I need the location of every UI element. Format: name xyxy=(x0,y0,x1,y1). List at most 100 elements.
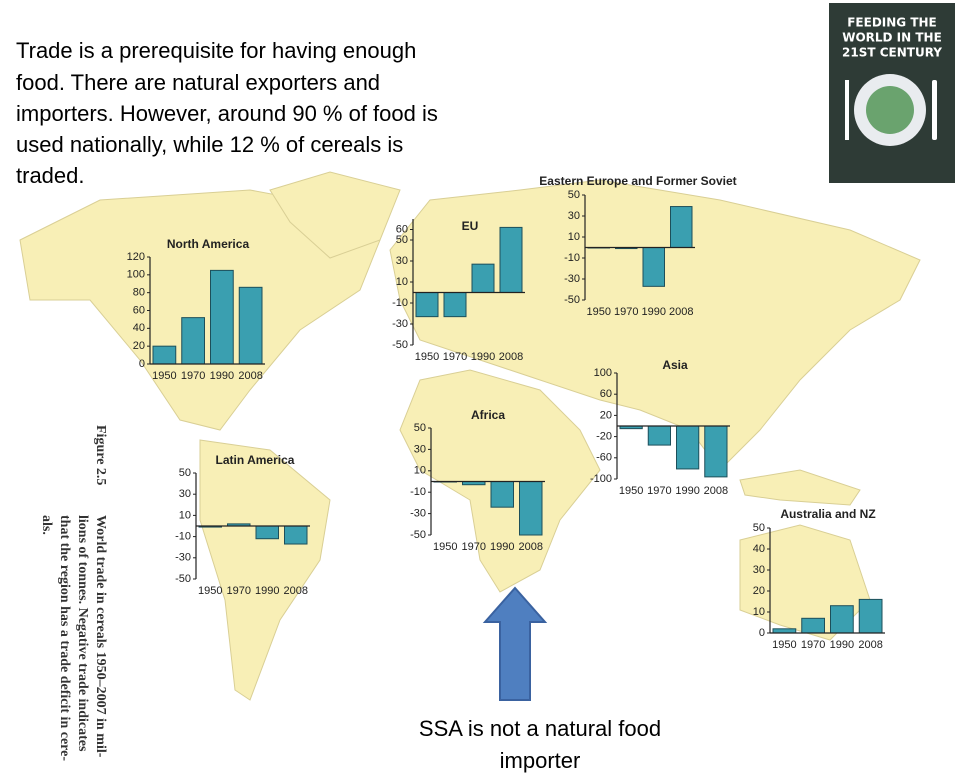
bar xyxy=(238,286,263,365)
slide-text-line: Trade is a prerequisite for having enoug… xyxy=(16,38,416,63)
y-tick-label: 30 xyxy=(753,564,765,576)
y-tick-label: 20 xyxy=(753,585,765,597)
y-tick-label: -50 xyxy=(392,339,408,351)
y-tick-label: 50 xyxy=(414,422,426,434)
bar xyxy=(858,598,883,634)
caption-line: that the region has a trade deficit in c… xyxy=(57,515,72,761)
y-tick-label: 50 xyxy=(396,234,408,246)
bar-chart: North America 0 20 40 60 80 100 120 1950 1970 1990… xyxy=(127,237,265,382)
y-tick-label: 100 xyxy=(594,367,612,379)
x-tick-label: 1970 xyxy=(227,585,251,597)
y-tick-label: -50 xyxy=(564,294,580,306)
y-tick-label: 10 xyxy=(568,231,580,243)
y-tick-label: -10 xyxy=(410,486,426,498)
y-tick-label: -50 xyxy=(175,573,191,585)
bar-chart: Africa 50 30 10 -10 -30 -50 1950 1970 1990 2008 xyxy=(410,408,545,553)
x-tick-label: 1990 xyxy=(490,541,514,553)
x-tick-label: 1970 xyxy=(614,306,638,318)
y-tick-label: 120 xyxy=(127,251,145,263)
arrow xyxy=(482,586,548,701)
bar xyxy=(830,605,854,634)
x-tick-label: 1990 xyxy=(642,306,666,318)
y-tick-label: -50 xyxy=(410,529,426,541)
bar xyxy=(284,525,308,545)
x-tick-label: 1950 xyxy=(415,351,439,363)
y-tick-label: 40 xyxy=(753,543,765,555)
y-tick-label: -30 xyxy=(564,273,580,285)
cover-fork xyxy=(845,80,849,140)
y-tick-label: 50 xyxy=(568,189,580,201)
slide-text-line: used nationally, while 12 % of cereals i… xyxy=(16,132,403,157)
bar xyxy=(670,206,693,249)
y-tick-label: -10 xyxy=(564,252,580,264)
y-tick-label: 10 xyxy=(753,606,765,618)
map-south-america xyxy=(199,439,331,701)
world-map xyxy=(19,171,921,701)
y-tick-label: 30 xyxy=(414,443,426,455)
y-tick-label: -10 xyxy=(392,297,408,309)
y-tick-label: 60 xyxy=(396,223,408,235)
x-tick-label: 2008 xyxy=(499,351,523,363)
bar xyxy=(210,269,234,365)
x-tick-label: 1970 xyxy=(801,639,825,651)
x-tick-label: 1950 xyxy=(772,639,796,651)
x-tick-label: 2008 xyxy=(858,639,882,651)
bar xyxy=(471,263,495,293)
y-tick-label: 10 xyxy=(414,465,426,477)
bar xyxy=(772,628,797,634)
y-tick-label: 20 xyxy=(133,340,145,352)
chart-title: Asia xyxy=(662,358,688,372)
callout-line: SSA is not a natural food xyxy=(419,716,661,741)
figure-caption: Figure 2.5 World trade in cereals 1950–2… xyxy=(39,425,108,761)
y-tick-label: 10 xyxy=(396,276,408,288)
x-tick-label: 1970 xyxy=(443,351,467,363)
x-tick-label: 1950 xyxy=(198,585,222,597)
bar xyxy=(704,425,728,478)
y-tick-label: 0 xyxy=(759,627,765,639)
x-tick-label: 1990 xyxy=(255,585,279,597)
x-tick-label: 2008 xyxy=(238,370,262,382)
x-tick-label: 1950 xyxy=(587,306,611,318)
caption-line: World trade in cereals 1950–2007 in mil- xyxy=(93,515,108,758)
cover-title-line: FEEDING THE xyxy=(847,16,937,30)
map-greenland xyxy=(269,171,401,259)
y-tick-label: -60 xyxy=(596,452,612,464)
y-tick-label: 60 xyxy=(133,304,145,316)
bar xyxy=(676,425,700,470)
bar-chart: Australia and NZ 0 10 20 30 40 50 1950 1970 1990 2… xyxy=(753,507,885,651)
bar-chart: Asia 100 60 20 -20 -60 -100 1950 1970 1990 2008 xyxy=(590,358,730,497)
bar xyxy=(647,425,671,446)
x-tick-label: 1950 xyxy=(433,541,457,553)
y-tick-label: -30 xyxy=(392,318,408,330)
y-tick-label: 30 xyxy=(396,255,408,267)
bar xyxy=(181,317,205,365)
y-tick-label: 30 xyxy=(179,488,191,500)
caption-line: als. xyxy=(39,515,54,535)
x-tick-label: 2008 xyxy=(669,306,693,318)
book-cover: FEEDING THE WORLD IN THE 21ST CENTURY xyxy=(829,3,955,183)
x-tick-label: 1990 xyxy=(675,485,699,497)
caption-label: Figure 2.5 xyxy=(93,425,108,485)
callout-line: importer xyxy=(500,748,581,773)
chart-title: Latin America xyxy=(216,453,295,467)
map-north-america xyxy=(19,189,381,431)
x-tick-label: 1990 xyxy=(210,370,234,382)
x-tick-label: 2008 xyxy=(519,541,543,553)
x-tick-label: 2008 xyxy=(284,585,308,597)
caption-line: lions of tonnes. Negative trade indicate… xyxy=(75,515,90,752)
bar xyxy=(152,345,177,365)
y-tick-label: -30 xyxy=(175,552,191,564)
y-tick-label: 100 xyxy=(127,269,145,281)
bar xyxy=(415,292,439,318)
x-tick-label: 1950 xyxy=(619,485,643,497)
chart-title: Africa xyxy=(471,408,505,422)
chart-title: Australia and NZ xyxy=(780,507,875,521)
cover-knife xyxy=(932,80,937,140)
y-tick-label: 10 xyxy=(179,509,191,521)
x-tick-label: 1950 xyxy=(152,370,176,382)
cover-title-line: 21ST CENTURY xyxy=(842,46,942,60)
slide-text: Trade is a prerequisite for having enoug… xyxy=(16,38,438,188)
